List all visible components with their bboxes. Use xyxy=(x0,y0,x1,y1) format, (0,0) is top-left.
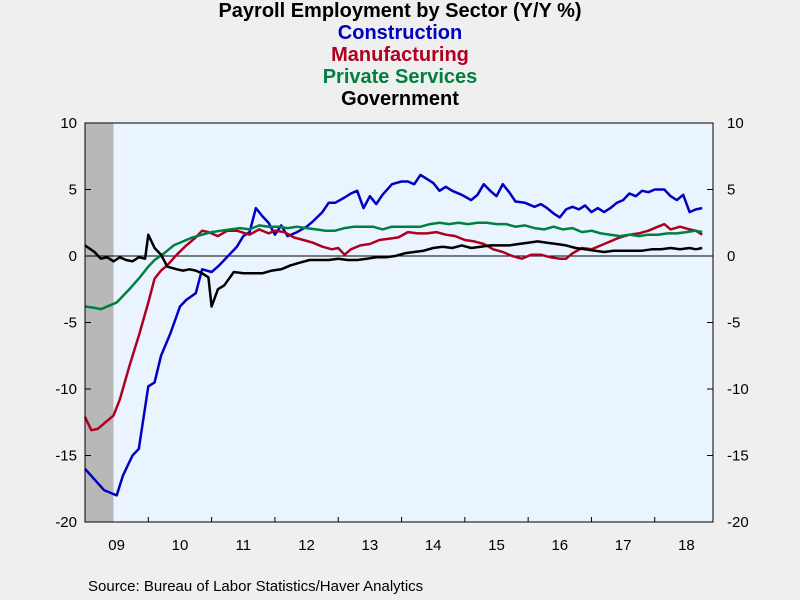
y-tick-label-right: 0 xyxy=(727,248,735,265)
y-tick-label-left: -15 xyxy=(55,448,77,465)
legend-private-services: Private Services xyxy=(322,66,478,88)
x-tick-label: 14 xyxy=(425,537,442,554)
y-tick-label-right: 10 xyxy=(727,115,744,132)
plot-area xyxy=(85,123,713,522)
axes: 10 10 5 5 0 0 -5 -5 -10 -10 -15 -15 -20 -20 09 10 11 12 13… xyxy=(55,115,748,554)
legend-construction: Construction xyxy=(337,22,463,44)
y-tick-label-left: 5 xyxy=(69,182,77,199)
legend-government: Government xyxy=(341,88,459,110)
chart-title: Payroll Employment by Sector (Y/Y %) xyxy=(218,0,582,22)
y-tick-label-left: -5 xyxy=(64,315,77,332)
x-tick-label: 16 xyxy=(551,537,568,554)
series-line-government xyxy=(84,233,703,308)
x-tick-label: 11 xyxy=(235,537,251,554)
y-tick-label-right: -10 xyxy=(727,381,749,398)
legend-manufacturing: Manufacturing xyxy=(331,44,469,66)
x-tick-label: 18 xyxy=(678,537,695,554)
series-line-private-services xyxy=(84,221,703,311)
series-line-manufacturing xyxy=(83,222,703,432)
y-tick-label-right: 5 xyxy=(727,182,735,199)
series-line-construction xyxy=(84,173,703,497)
x-tick-label: 09 xyxy=(108,537,125,554)
y-tick-label-left: 0 xyxy=(69,248,77,265)
y-tick-label-right: -5 xyxy=(727,315,740,332)
y-tick-label-left: -20 xyxy=(55,514,77,531)
x-tick-label: 13 xyxy=(362,537,379,554)
chart-titles: Payroll Employment by Sector (Y/Y %) Con… xyxy=(0,0,800,110)
x-tick-label: 10 xyxy=(172,537,189,554)
series-lines xyxy=(83,173,703,497)
x-tick-label: 15 xyxy=(488,537,505,554)
y-tick-label-left: 10 xyxy=(60,115,77,132)
x-tick-label: 12 xyxy=(298,537,315,554)
source-note: Source: Bureau of Labor Statistics/Haver… xyxy=(88,578,424,595)
y-tick-label-left: -10 xyxy=(55,381,77,398)
y-tick-label-right: -20 xyxy=(727,514,749,531)
y-tick-label-right: -15 xyxy=(727,448,749,465)
x-tick-label: 17 xyxy=(615,537,632,554)
